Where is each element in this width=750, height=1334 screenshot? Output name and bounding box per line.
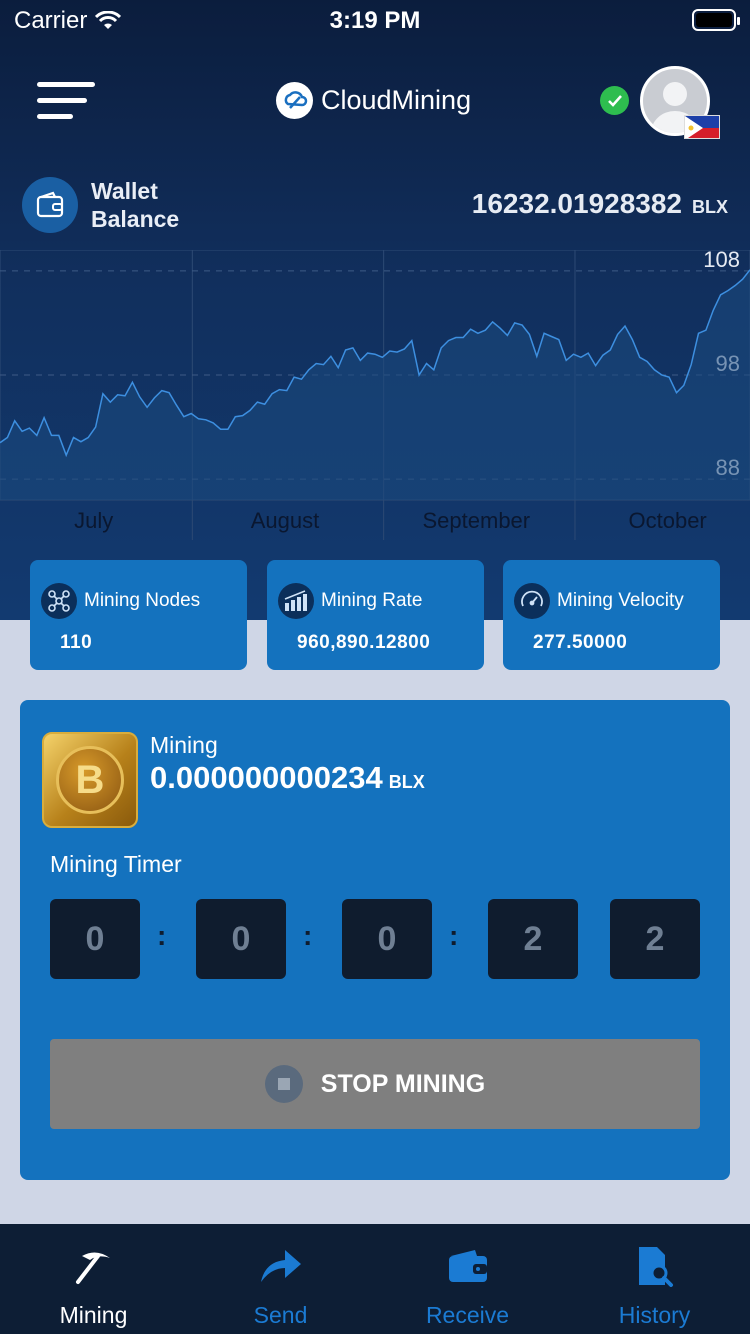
timer-digit: 0 (196, 899, 286, 979)
wallet-balance-icon (22, 177, 78, 233)
tab-label: Receive (425, 1302, 510, 1328)
philippines-flag-icon (684, 115, 720, 139)
stop-mining-button[interactable]: STOP MINING (50, 1039, 700, 1129)
chart-y-tick-label: 108 (703, 250, 740, 272)
stat-label: Mining Rate (321, 590, 423, 611)
wallet-balance-unit: BLX (692, 197, 728, 217)
stat-label: Mining Nodes (84, 590, 201, 611)
wallet-balance: 16232.01928382 BLX (472, 188, 728, 220)
tab-bar: Mining Send Receive Histor (0, 1224, 750, 1334)
nodes-icon (41, 583, 77, 619)
history-search-icon (635, 1244, 675, 1288)
timer-digit: 0 (342, 899, 432, 979)
tab-history[interactable]: History (561, 1224, 748, 1334)
timer-separator: : (449, 920, 459, 951)
chart-x-tick-label: October (629, 508, 707, 533)
status-bar: Carrier 3:19 PM (0, 0, 750, 40)
chart-x-tick-label: August (251, 508, 320, 533)
stop-mining-label: STOP MINING (320, 1069, 486, 1098)
app-name: CloudMining (321, 85, 472, 115)
tab-send[interactable]: Send (187, 1224, 374, 1334)
send-arrow-icon (259, 1244, 303, 1288)
verified-check-icon (600, 86, 629, 115)
tab-receive[interactable]: Receive (374, 1224, 561, 1334)
mining-amount-value: 0.000000000234 (150, 760, 383, 795)
timer-digit: 2 (610, 899, 700, 979)
bar-chart-icon (278, 583, 314, 619)
timer-separator: : (157, 920, 167, 951)
blx-coin-icon: B (42, 732, 138, 828)
timer-digit: 2 (488, 899, 578, 979)
stat-value: 277.50000 (533, 632, 628, 653)
wallet-icon (447, 1244, 489, 1288)
speedometer-icon (514, 583, 550, 619)
battery-icon (692, 9, 740, 31)
menu-icon[interactable] (37, 82, 95, 120)
tab-label: History (618, 1302, 691, 1328)
status-time: 3:19 PM (329, 7, 421, 34)
mining-card: B Mining 0.000000000234 BLX Mining Timer… (20, 700, 730, 1180)
stat-value: 960,890.12800 (297, 632, 431, 653)
tab-label: Send (253, 1302, 308, 1328)
stat-mining-nodes: Mining Nodes 110 (30, 560, 247, 670)
mining-amount: 0.000000000234 BLX (150, 760, 425, 796)
stop-icon (264, 1065, 303, 1103)
stat-value: 110 (60, 632, 93, 653)
mining-timer-label: Mining Timer (50, 851, 182, 877)
stat-mining-rate: Mining Rate 960,890.12800 (267, 560, 484, 670)
pickaxe-icon (74, 1244, 114, 1288)
chart-x-tick-label: July (74, 508, 113, 533)
mining-label: Mining (150, 732, 218, 758)
stat-mining-velocity: Mining Velocity 277.50000 (503, 560, 720, 670)
wallet-balance-amount: 16232.01928382 (471, 188, 682, 219)
wallet-balance-label: Wallet Balance (91, 178, 180, 232)
mining-amount-unit: BLX (388, 772, 425, 792)
cloud-pickaxe-logo-icon (276, 82, 313, 119)
chart-area-fill (0, 269, 750, 500)
tab-label: Mining (59, 1302, 128, 1328)
chart-series-line (0, 269, 750, 458)
chart-x-tick-label: September (423, 508, 531, 533)
price-chart: 1089888JulyAugustSeptemberOctober (0, 250, 750, 540)
timer-digit: 0 (50, 899, 140, 979)
stat-label: Mining Velocity (557, 590, 684, 611)
tab-mining[interactable]: Mining (0, 1224, 187, 1334)
wifi-icon (95, 11, 122, 29)
carrier: Carrier (14, 7, 122, 35)
timer-separator: : (303, 920, 313, 951)
carrier-label: Carrier (14, 7, 88, 34)
app-brand: CloudMining (276, 82, 471, 119)
